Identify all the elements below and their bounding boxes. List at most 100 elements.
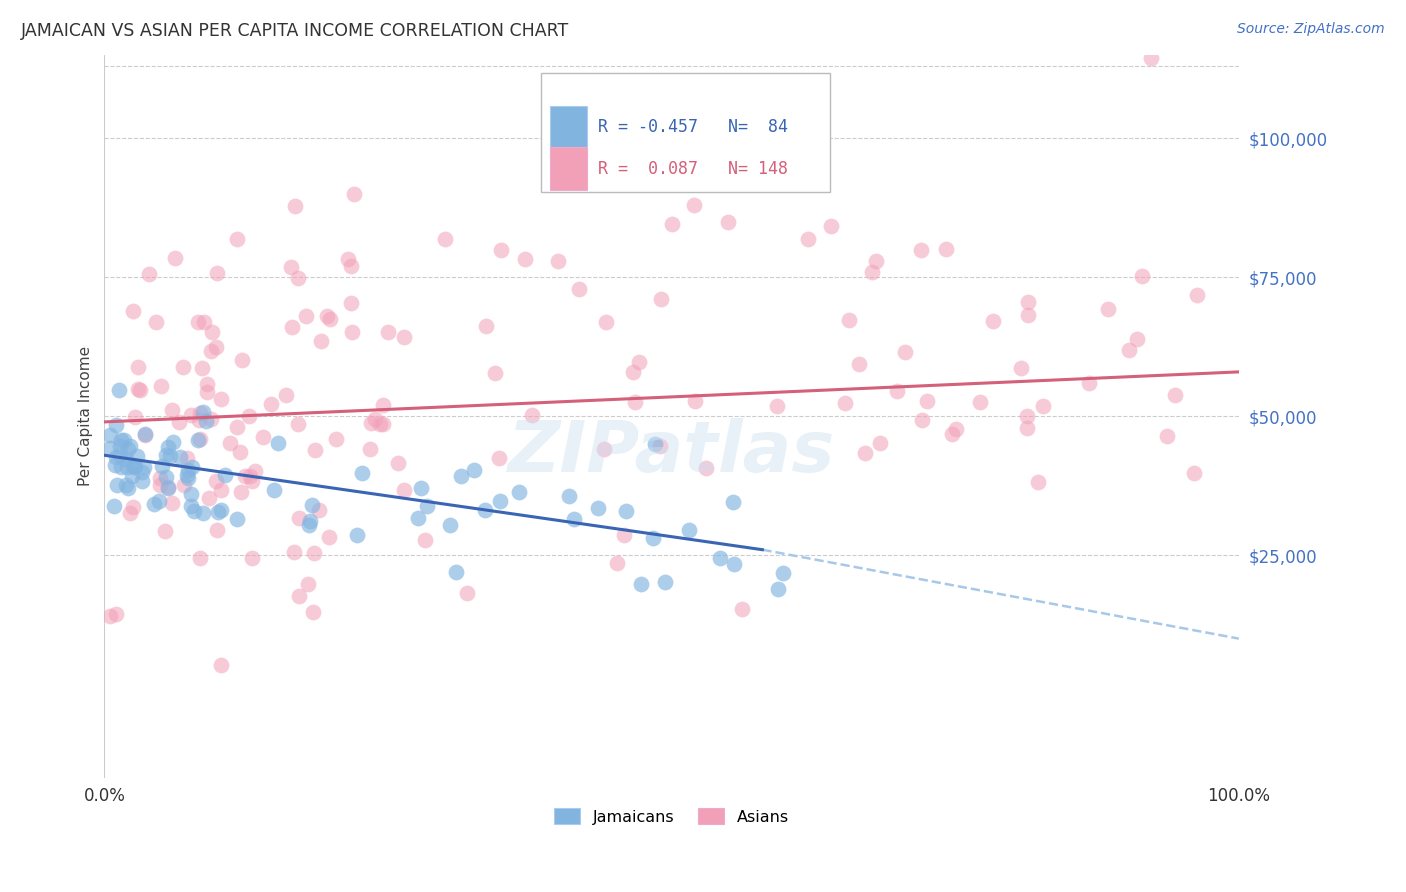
Point <box>226 512 249 526</box>
Point <box>350 466 373 480</box>
Point <box>1187 288 1209 302</box>
Point <box>416 500 439 514</box>
Point <box>941 426 963 441</box>
Point <box>450 469 472 483</box>
Point <box>444 565 467 579</box>
Point <box>284 199 307 213</box>
Point <box>180 408 202 422</box>
Point <box>316 309 339 323</box>
Legend: Jamaicans, Asians: Jamaicans, Asians <box>548 802 796 831</box>
Point <box>104 418 127 433</box>
Point <box>142 497 165 511</box>
Point <box>1010 360 1032 375</box>
Point <box>124 460 146 475</box>
Point <box>319 312 342 326</box>
Point <box>157 480 180 494</box>
Point <box>648 439 671 453</box>
Point <box>122 458 145 473</box>
Point <box>935 242 957 256</box>
Point <box>260 397 283 411</box>
Point <box>188 406 211 420</box>
Point <box>105 478 128 492</box>
Point <box>127 382 149 396</box>
Point <box>98 609 121 624</box>
Point <box>488 450 510 465</box>
FancyBboxPatch shape <box>550 147 586 190</box>
Point <box>772 566 794 581</box>
Point <box>108 439 131 453</box>
Point <box>200 412 222 426</box>
Point <box>150 459 173 474</box>
Point <box>108 383 131 397</box>
Point <box>209 483 232 497</box>
Text: ZIPatlas: ZIPatlas <box>508 418 835 487</box>
Point <box>630 577 652 591</box>
Point <box>243 464 266 478</box>
Point <box>558 489 581 503</box>
Point <box>103 499 125 513</box>
Point <box>177 463 200 477</box>
Point <box>195 384 218 399</box>
Point <box>149 470 172 484</box>
Point <box>343 187 366 202</box>
Point <box>263 483 285 498</box>
Point <box>226 232 249 246</box>
Point <box>183 504 205 518</box>
Point <box>650 292 672 306</box>
Point <box>654 575 676 590</box>
Point <box>124 458 146 473</box>
Point <box>98 442 121 456</box>
Point <box>180 459 202 474</box>
Point <box>359 442 381 457</box>
Point <box>522 409 544 423</box>
Point <box>911 413 934 427</box>
Point <box>488 494 510 508</box>
Point <box>360 417 382 431</box>
Point <box>157 481 180 495</box>
Point <box>387 456 409 470</box>
Point <box>122 304 145 318</box>
Point <box>595 315 617 329</box>
Point <box>188 413 211 427</box>
Point <box>683 198 706 212</box>
Point <box>377 325 399 339</box>
Point <box>910 243 932 257</box>
Point <box>214 468 236 483</box>
Point <box>117 482 139 496</box>
Point <box>176 467 198 482</box>
Point <box>134 428 156 442</box>
Point <box>853 446 876 460</box>
Point <box>176 450 198 465</box>
Point <box>98 428 121 442</box>
Point <box>513 252 536 267</box>
Point <box>149 378 172 392</box>
Point <box>1164 388 1187 402</box>
Point <box>717 215 740 229</box>
Point <box>613 528 636 542</box>
Point <box>363 411 385 425</box>
Point <box>644 437 666 451</box>
Point <box>373 399 395 413</box>
Point <box>233 468 256 483</box>
Point <box>131 465 153 479</box>
Point <box>155 470 177 484</box>
Point <box>1017 308 1039 322</box>
Point <box>229 444 252 458</box>
Point <box>187 433 209 447</box>
Point <box>239 469 262 483</box>
Point <box>191 405 214 419</box>
Point <box>148 494 170 508</box>
Point <box>981 314 1004 328</box>
Point <box>1140 51 1163 65</box>
Point <box>1118 343 1140 357</box>
Point <box>283 545 305 559</box>
Point <box>112 433 135 447</box>
Point <box>132 459 155 474</box>
Text: Source: ZipAtlas.com: Source: ZipAtlas.com <box>1237 22 1385 37</box>
Point <box>200 343 222 358</box>
Point <box>371 417 394 431</box>
Point <box>180 487 202 501</box>
Point <box>124 410 146 425</box>
Point <box>768 582 790 596</box>
Point <box>197 491 219 505</box>
